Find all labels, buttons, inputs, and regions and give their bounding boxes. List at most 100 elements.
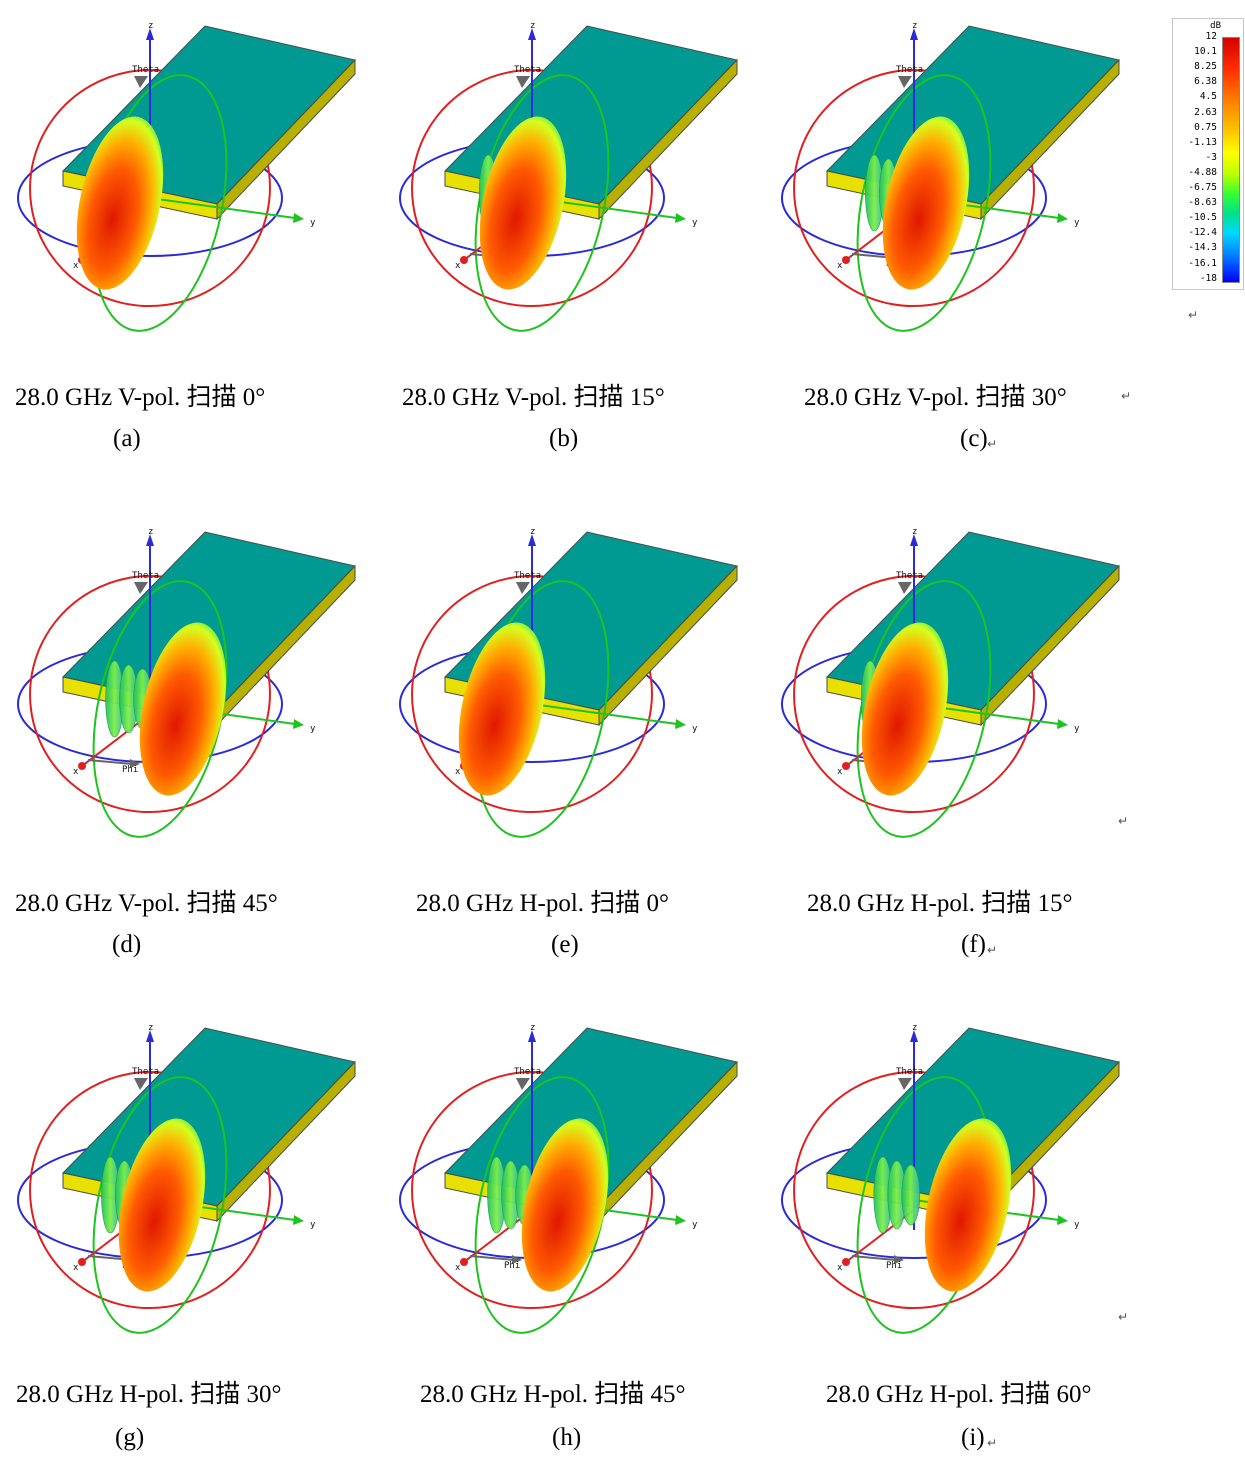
colorbar-tick-label: 6.38 xyxy=(1194,76,1217,88)
y-axis-label: y xyxy=(692,1220,698,1230)
colorbar-tick-label: -6.75 xyxy=(1188,182,1217,193)
y-axis-arrow-icon xyxy=(293,213,304,223)
y-axis-label: y xyxy=(310,218,316,228)
figure-panel-i: z Theta y x Phi xyxy=(774,1020,1134,1360)
z-axis-arrow-icon xyxy=(146,1030,154,1042)
z-axis-label: z xyxy=(912,1023,917,1033)
theta-arrow-icon xyxy=(134,582,148,594)
z-axis-label: z xyxy=(530,1023,535,1033)
paragraph-mark-icon: ↵ xyxy=(1188,308,1199,322)
z-axis-label: z xyxy=(530,21,535,31)
subfigure-label-b: (b) xyxy=(549,425,579,452)
caption-c: 28.0 GHz V-pol. 扫描 30° xyxy=(804,384,1067,411)
theta-ring xyxy=(411,574,653,814)
theta-ring xyxy=(29,68,271,308)
colorbar-tick-label: -14.3 xyxy=(1188,242,1217,254)
colorbar-tick-label: -18 xyxy=(1199,272,1217,284)
x-axis-label: x xyxy=(837,261,843,271)
y-axis-label: y xyxy=(310,724,316,734)
colorbar-legend: dB 12 10.1 8.25 6.38 4.5 2.63 0.75 -1.13 -3 -4.88… xyxy=(1172,18,1244,290)
y-axis-arrow-icon xyxy=(293,719,304,729)
x-axis-tip xyxy=(78,1258,86,1266)
main-lobe xyxy=(924,1118,1012,1292)
subfigure-label-i: (i) xyxy=(961,1424,985,1451)
x-axis-label: x xyxy=(455,261,461,271)
theta-label: Theta xyxy=(514,65,541,75)
subfigure-label-h: (h) xyxy=(552,1424,582,1451)
colorbar-gradient xyxy=(1222,37,1240,283)
z-axis-arrow-icon xyxy=(528,534,536,546)
colorbar-tick-label: -10.5 xyxy=(1188,212,1217,224)
y-axis-arrow-icon xyxy=(675,213,686,223)
theta-arrow-icon xyxy=(516,1078,530,1090)
board-side-edge xyxy=(980,564,1120,727)
z-axis-arrow-icon xyxy=(528,28,536,40)
caption-i: 28.0 GHz H-pol. 扫描 60° xyxy=(826,1381,1092,1408)
colorbar-tick-label: -1.13 xyxy=(1188,136,1217,148)
subfigure-label-f: (f) xyxy=(961,931,986,958)
x-axis-label: x xyxy=(455,767,461,777)
theta-label: Theta xyxy=(514,1067,541,1077)
main-lobe xyxy=(479,116,567,290)
theta-ring xyxy=(29,1070,271,1310)
paragraph-mark-icon: ↵ xyxy=(987,943,998,957)
caption-a: 28.0 GHz V-pol. 扫描 0° xyxy=(15,384,266,411)
y-axis xyxy=(149,197,296,219)
y-axis-arrow-icon xyxy=(1057,719,1068,729)
y-axis-label: y xyxy=(1074,218,1080,228)
subfigure-label-g: (g) xyxy=(115,1424,145,1451)
theta-arrow-icon xyxy=(134,76,148,88)
phi-arrow xyxy=(469,1255,515,1261)
phi-arrow xyxy=(87,759,133,765)
subfigure-label-e: (e) xyxy=(551,931,579,958)
paragraph-mark-icon: ↵ xyxy=(987,1436,998,1450)
paragraph-mark-icon: ↵ xyxy=(987,437,998,451)
theta-arrow-icon xyxy=(516,76,530,88)
theta-ring xyxy=(29,574,271,814)
colorbar-tick-label: 4.5 xyxy=(1199,91,1217,103)
paragraph-mark-icon: ↵ xyxy=(1121,389,1132,403)
theta-arrow-icon xyxy=(898,582,912,594)
subfigure-label-d: (d) xyxy=(112,931,142,958)
main-lobe xyxy=(521,1118,609,1292)
board-side-edge xyxy=(598,564,738,727)
z-axis-arrow-icon xyxy=(528,1030,536,1042)
z-axis-arrow-icon xyxy=(146,28,154,40)
theta-label: Theta xyxy=(896,1067,923,1077)
phi-arrow-icon xyxy=(894,1255,904,1264)
y-axis-arrow-icon xyxy=(1057,1215,1068,1225)
theta-ring xyxy=(411,68,653,308)
subfigure-label-c: (c) xyxy=(960,425,988,452)
y-axis-arrow-icon xyxy=(1057,213,1068,223)
main-lobe xyxy=(76,116,164,290)
caption-h: 28.0 GHz H-pol. 扫描 45° xyxy=(420,1381,686,1408)
x-axis-tip xyxy=(842,762,850,770)
theta-ring xyxy=(793,68,1035,308)
z-axis-arrow-icon xyxy=(146,534,154,546)
figure-panel-d: z Theta y x Phi xyxy=(10,524,370,864)
paragraph-mark-icon: ↵ xyxy=(1118,1310,1129,1324)
x-axis-tip xyxy=(460,1258,468,1266)
theta-label: Theta xyxy=(896,571,923,581)
x-axis-label: x xyxy=(837,1263,843,1273)
subfigure-label-a: (a) xyxy=(113,425,141,452)
x-axis-tip xyxy=(460,256,468,264)
x-axis-tip xyxy=(842,256,850,264)
y-axis-arrow-icon xyxy=(293,1215,304,1225)
phi-arrow-icon xyxy=(512,1255,522,1264)
phi-label: Phi xyxy=(122,765,138,775)
board-side-edge xyxy=(216,58,356,221)
caption-b: 28.0 GHz V-pol. 扫描 15° xyxy=(402,384,665,411)
x-axis-label: x xyxy=(837,767,843,777)
main-lobe xyxy=(882,116,970,290)
theta-ring xyxy=(793,1070,1035,1310)
y-axis-label: y xyxy=(1074,724,1080,734)
main-lobe xyxy=(458,622,546,796)
